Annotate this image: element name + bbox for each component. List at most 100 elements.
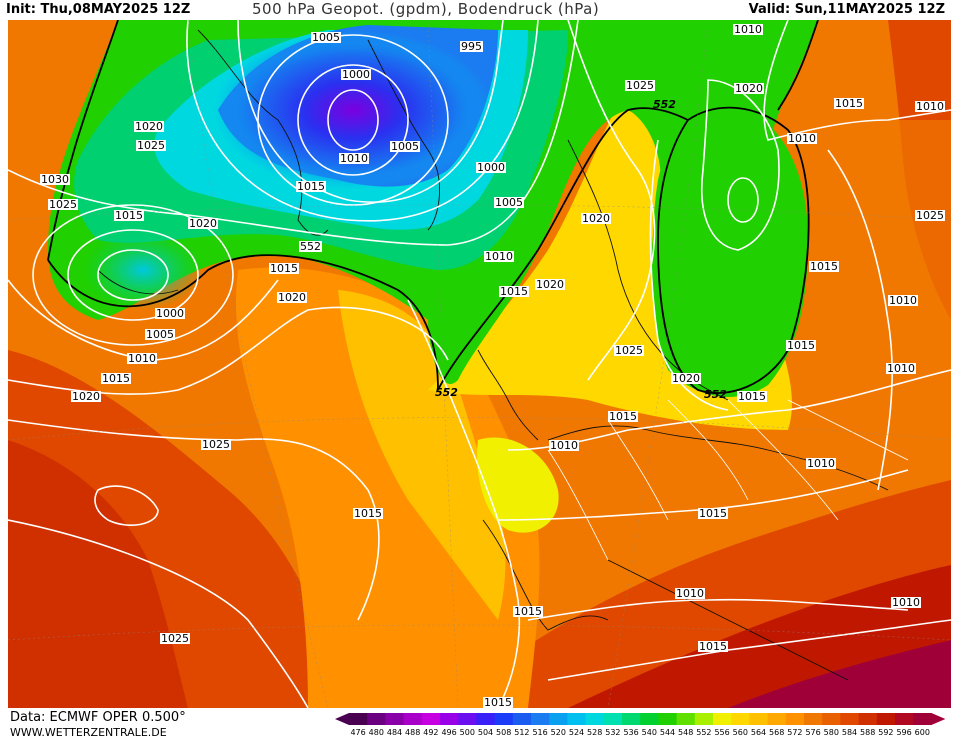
isobar-label: 1015 [608, 410, 638, 423]
legend-tick-label: 568 [769, 728, 785, 737]
legend-tick-label: 572 [787, 728, 803, 737]
isobar-label: 1010 [915, 100, 945, 113]
isobar-label: 1005 [311, 31, 341, 44]
isobar-label: 1020 [734, 82, 764, 95]
legend-tick-label: 512 [514, 728, 530, 737]
isobar-label: 1020 [188, 217, 218, 230]
legend-tick-label: 564 [750, 728, 767, 737]
isobar-label: 1005 [494, 196, 524, 209]
isobar-label: 1020 [535, 278, 565, 291]
legend-swatch [349, 713, 368, 725]
isobar-label: 1010 [339, 152, 369, 165]
low-west-core [83, 230, 203, 310]
isobar-label: 1015 [513, 605, 543, 618]
legend-tick-label: 528 [587, 728, 603, 737]
contour-552-west [47, 254, 439, 391]
isobar-label: 1015 [809, 260, 839, 273]
legend-tick-label: 548 [678, 728, 694, 737]
legend-arrow-left [335, 713, 349, 725]
color-legend [335, 713, 946, 725]
legend-arrow-right [931, 713, 946, 725]
legend-tick-label: 560 [732, 728, 748, 737]
isobar-label: 1015 [483, 696, 513, 708]
legend-tick-label: 488 [405, 728, 421, 737]
isobar-label: 1025 [201, 438, 231, 451]
field-green-east [653, 108, 808, 397]
legend-tick-label: 504 [477, 728, 494, 737]
legend-swatch [585, 713, 605, 725]
isobar-label: 1020 [134, 120, 164, 133]
legend-swatch [531, 713, 550, 725]
isobar-label: 1015 [114, 209, 144, 222]
isobar-label: 995 [460, 40, 483, 53]
isobar-label: 1025 [136, 139, 166, 152]
legend-tick-label: 480 [368, 728, 384, 737]
field-red-deep-sw [8, 440, 188, 708]
legend-swatch [512, 713, 532, 725]
legend-swatch [749, 713, 769, 725]
legend-swatch [403, 713, 423, 725]
isobar-label: 1010 [127, 352, 157, 365]
low-core [213, 30, 493, 190]
isobar-label: 1030 [40, 173, 70, 186]
legend-swatch [458, 713, 477, 725]
legend-swatch [840, 713, 860, 725]
contour-552-label: 552 [299, 240, 322, 253]
legend-swatch [676, 713, 696, 725]
isobar-label: 1010 [886, 362, 916, 375]
isobar-label: 1025 [915, 209, 945, 222]
legend-tick-label: 508 [496, 728, 512, 737]
legend-tick-label: 576 [805, 728, 821, 737]
isobar-label: 1015 [834, 97, 864, 110]
legend-tick-label: 496 [441, 728, 457, 737]
legend-swatch [858, 713, 878, 725]
isobar-label: 1020 [277, 291, 307, 304]
legend-swatch [804, 713, 823, 725]
isobar-label: 1025 [614, 344, 644, 357]
isobar-label: 1025 [160, 632, 190, 645]
isobar-label: 1010 [891, 596, 921, 609]
isobar-label: 1005 [390, 140, 420, 153]
legend-swatch [494, 713, 514, 725]
isobar-label: 1000 [155, 307, 185, 320]
legend-swatch [785, 713, 805, 725]
header: Init: Thu,08MAY2025 12Z 500 hPa Geopot. … [0, 0, 959, 20]
legend-tick-label: 532 [605, 728, 621, 737]
legend-tick-label: 600 [914, 728, 930, 737]
legend-swatch [421, 713, 441, 725]
legend-swatch [367, 713, 386, 725]
legend-swatch [640, 713, 659, 725]
isobar-label: 1015 [269, 262, 299, 275]
isobar-label: 1010 [888, 294, 918, 307]
field-yellow-spot [477, 437, 559, 533]
contour-552-label: 552 [704, 388, 727, 401]
legend-tick-label: 540 [641, 728, 657, 737]
legend-swatch [895, 713, 914, 725]
isobar-label: 1020 [671, 372, 701, 385]
legend-swatch [476, 713, 496, 725]
legend-swatch [822, 713, 841, 725]
legend-tick-label: 584 [841, 728, 858, 737]
source-url: WWW.WETTERZENTRALE.DE [10, 726, 167, 739]
legend-swatch [694, 713, 714, 725]
isobars [8, 20, 951, 708]
isobar-label: 1015 [698, 507, 728, 520]
contour-552-north [47, 20, 119, 261]
contour-552-cutoff [657, 106, 810, 394]
isobar-label: 1000 [341, 68, 371, 81]
field-red-darkest-se [728, 640, 951, 708]
legend-swatch [658, 713, 678, 725]
init-time: Init: Thu,08MAY2025 12Z [6, 2, 191, 17]
legend-tick-label: 556 [714, 728, 730, 737]
legend-tick-label: 484 [386, 728, 403, 737]
legend-swatch [713, 713, 732, 725]
isobar-label: 1015 [296, 180, 326, 193]
weather-map: 1005 995 1000 1020 1025 1010 1005 1015 1… [8, 20, 951, 708]
isobar-label: 1015 [698, 640, 728, 653]
isobar-label: 1015 [499, 285, 529, 298]
legend-swatch [440, 713, 459, 725]
borders [547, 399, 909, 561]
legend-swatch [549, 713, 568, 725]
isobar-label: 1015 [101, 372, 131, 385]
isobar-label: 1010 [806, 457, 836, 470]
